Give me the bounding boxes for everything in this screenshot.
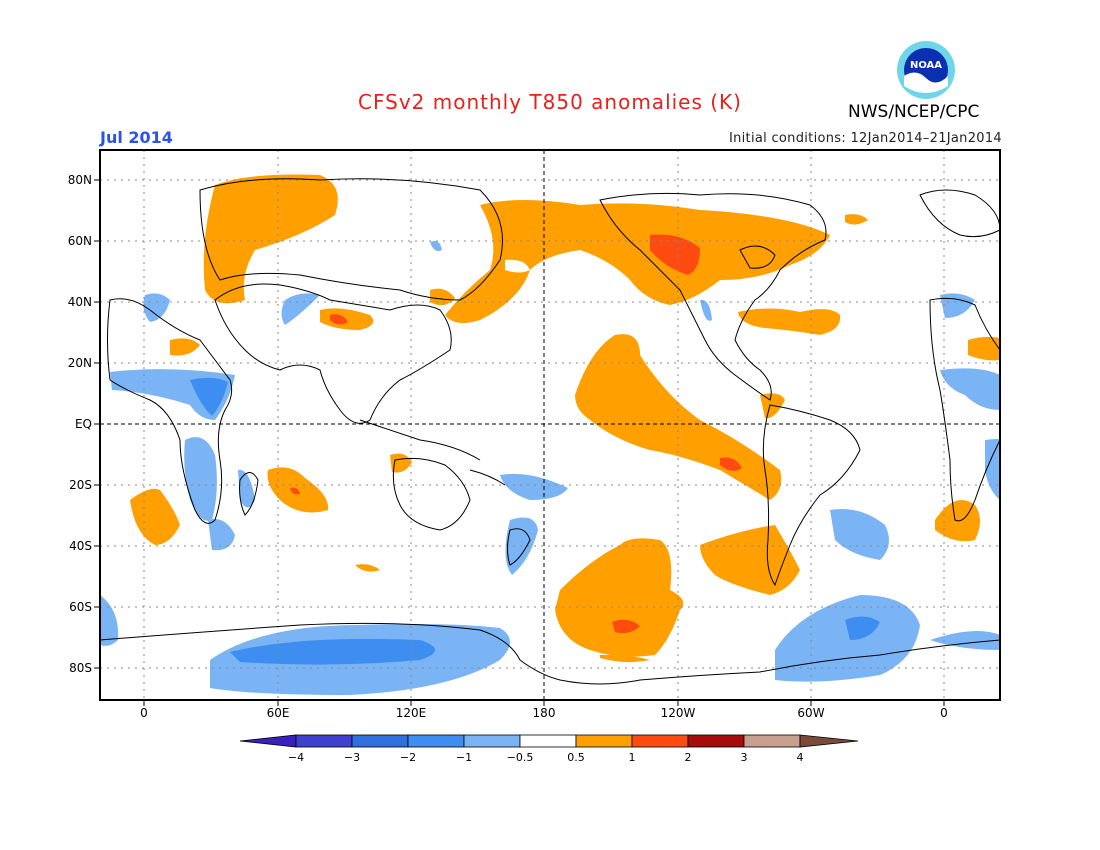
colorbar-swatch [575,734,633,748]
equator-dateline [100,150,1000,700]
colorbar-high-arrow [799,734,859,748]
forecast-month: Jul 2014 [100,128,173,147]
coastlines [99,178,1001,685]
lat-label: 60N [67,234,92,248]
colorbar-swatch [351,734,409,748]
colorbar-swatch [463,734,521,748]
lon-label: 120E [395,706,427,720]
lon-label: 120W [660,706,696,720]
colorbar [239,734,859,748]
colorbar-label: 3 [740,751,748,764]
colorbar-label: −4 [287,751,305,764]
cool-anomalies [100,241,1000,695]
colorbar-swatch [743,734,801,748]
lat-label: 60S [69,600,92,614]
lon-label: 0 [940,706,948,720]
map-title: CFSv2 monthly T850 anomalies (K) [358,90,742,114]
logo-text: NOAA [910,60,942,71]
colorbar-swatch [519,734,577,748]
colorbar-swatch [631,734,689,748]
lon-label: 0 [140,706,148,720]
colorbar-label: −3 [343,751,361,764]
lat-label: 80S [69,661,92,675]
axis-ticks [94,179,945,706]
graticule [100,150,1000,700]
lat-label: 20N [67,356,92,370]
colorbar-label: 0.5 [567,751,585,764]
colorbar-label: −1 [455,751,473,764]
noaa-logo: NOAA [897,41,955,99]
colorbar-label: 2 [684,751,692,764]
initial-conditions: Initial conditions: 12Jan2014–21Jan2014 [728,131,1002,146]
warm-anomalies [130,174,1000,663]
colorbar-label: −2 [399,751,417,764]
lon-label: 60W [797,706,825,720]
map-frame [99,149,1001,701]
lat-label: 20S [69,478,92,492]
colorbar-swatch [687,734,745,748]
lat-label: 40S [69,539,92,553]
agency-label: NWS/NCEP/CPC [848,102,980,122]
lat-label: EQ [74,417,92,431]
lat-label: 40N [67,295,92,309]
lon-label: 180 [532,706,556,720]
colorbar-label: 1 [628,751,636,764]
colorbar-label: −0.5 [506,751,534,764]
colorbar-swatch [407,734,465,748]
lon-label: 60E [266,706,290,720]
colorbar-swatch [295,734,353,748]
colorbar-label: 4 [796,751,804,764]
lat-label: 80N [67,173,92,187]
colorbar-low-arrow [239,734,297,748]
